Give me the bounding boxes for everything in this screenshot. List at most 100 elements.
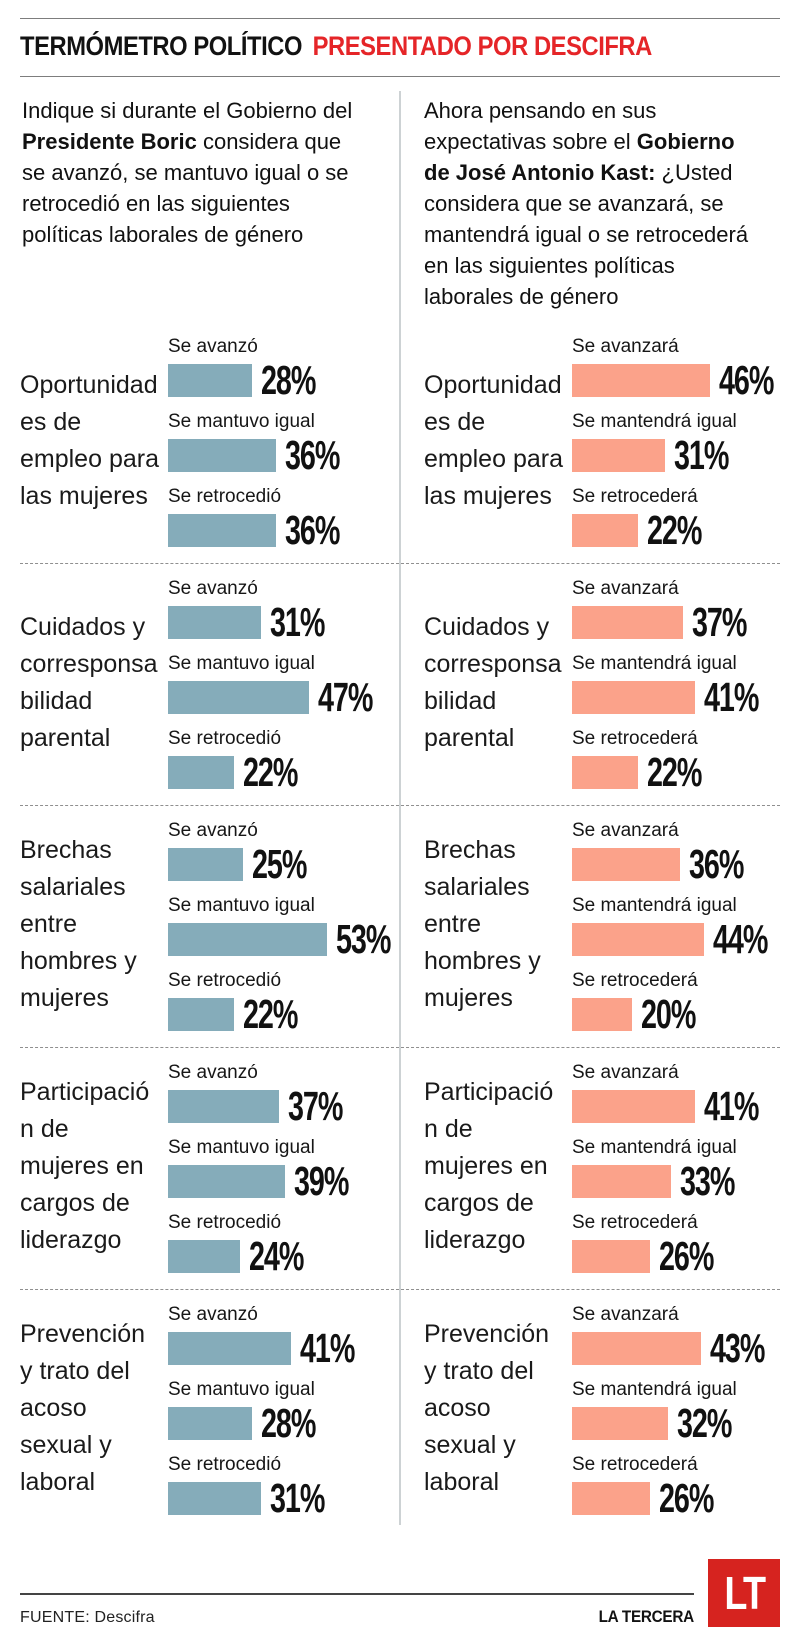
bar-label: Se retrocederá: [572, 970, 698, 991]
panel-boric: Brechas salariales entre hombres y mujer…: [20, 818, 400, 1037]
panel-kast: Oportunidades de empleo para las mujeres…: [400, 334, 780, 553]
bar-value: 31%: [270, 599, 325, 645]
bar-label: Se mantendrá igual: [572, 1137, 737, 1158]
la-tercera-logo-text: LT: [723, 1567, 766, 1619]
bar-value: 26%: [659, 1475, 714, 1521]
category-label: Brechas salariales entre hombres y mujer…: [424, 836, 541, 1012]
bar-list: Se avanzó 37% Se mantuvo igual 39% Se re…: [168, 1060, 400, 1279]
bar-value: 33%: [680, 1158, 735, 1204]
header-top-rule: [20, 18, 780, 19]
bar-value: 32%: [677, 1400, 732, 1446]
bar-group: Se avanzará 41%: [572, 1062, 782, 1129]
bar-group: Se avanzará 43%: [572, 1304, 788, 1371]
category-row-cuidados: Cuidados y corresponsabilidad parental S…: [20, 564, 780, 806]
bar-label: Se mantuvo igual: [168, 1137, 315, 1158]
bar-group: Se avanzó 41%: [168, 1304, 400, 1371]
question-text: ¿Usted considera que se avanzará, se man…: [424, 160, 749, 309]
bar-group: Se retrocederá 20%: [572, 970, 791, 1037]
bar-label: Se mantendrá igual: [572, 895, 737, 916]
bar-value: 22%: [243, 749, 298, 795]
bar-group: Se mantendrá igual 32%: [572, 1379, 788, 1446]
bar-label: Se avanzó: [168, 336, 258, 357]
la-tercera-logo: LT: [708, 1559, 780, 1627]
question-text: Indique si durante el Gobierno del: [22, 98, 353, 123]
bar-group: Se avanzó 28%: [168, 336, 400, 403]
question-intros: Indique si durante el Gobierno del Presi…: [20, 77, 780, 322]
bar-label: Se mantuvo igual: [168, 653, 315, 674]
bar-group: Se retrocederá 22%: [572, 486, 797, 553]
bar-value: 37%: [288, 1083, 343, 1129]
bar: [572, 1090, 695, 1123]
bar: [168, 1332, 291, 1365]
question-kast: Ahora pensando en sus expectativas sobre…: [400, 77, 780, 322]
bar-label: Se avanzó: [168, 820, 258, 841]
bar-group: Se avanzó 37%: [168, 1062, 400, 1129]
bar-list: Se avanzará 36% Se mantendrá igual 44% S…: [572, 818, 791, 1037]
category-label: Oportunidades de empleo para las mujeres: [20, 370, 159, 510]
header-bottom-rule: [20, 76, 780, 77]
bar: [572, 1165, 671, 1198]
bar-label: Se mantuvo igual: [168, 1379, 315, 1400]
bar: [572, 756, 638, 789]
bar: [572, 1482, 650, 1515]
footer: FUENTE: Descifra LA TERCERA LT: [20, 1559, 780, 1627]
bar-group: Se avanzará 37%: [572, 578, 782, 645]
bar-group: Se retrocedió 24%: [168, 1212, 400, 1279]
bar: [168, 514, 276, 547]
bar-label: Se retrocedió: [168, 970, 282, 991]
bar-label: Se retrocedió: [168, 1212, 282, 1233]
bar-value: 22%: [647, 507, 702, 553]
bar: [168, 681, 309, 714]
bar-group: Se mantendrá igual 44%: [572, 895, 791, 962]
bar: [168, 1482, 261, 1515]
bar-label: Se avanzará: [572, 820, 679, 841]
bar-label: Se avanzará: [572, 1062, 679, 1083]
bar: [168, 1240, 240, 1273]
category-row-prevencion: Prevención y trato del acoso sexual y la…: [20, 1290, 780, 1531]
category-label: Participación de mujeres en cargos de li…: [424, 1078, 554, 1254]
panel-kast: Brechas salariales entre hombres y mujer…: [400, 818, 780, 1037]
bar-label: Se retrocederá: [572, 1212, 698, 1233]
bar-group: Se retrocederá 26%: [572, 1212, 782, 1279]
bar-group: Se retrocederá 22%: [572, 728, 782, 795]
bar: [572, 606, 683, 639]
category-row-brechas: Brechas salariales entre hombres y mujer…: [20, 806, 780, 1048]
bar: [572, 1240, 650, 1273]
bar-value: 31%: [674, 432, 729, 478]
bar-value: 41%: [704, 674, 759, 720]
bar-value: 20%: [641, 991, 696, 1037]
source-credit: FUENTE: Descifra: [20, 1609, 155, 1626]
bar-group: Se mantuvo igual 39%: [168, 1137, 400, 1204]
bar-label: Se mantendrá igual: [572, 1379, 737, 1400]
bar-value: 46%: [719, 357, 774, 403]
bar: [168, 923, 327, 956]
bar-value: 31%: [270, 1475, 325, 1521]
bar-value: 26%: [659, 1233, 714, 1279]
category-row-oportunidades: Oportunidades de empleo para las mujeres…: [20, 322, 780, 564]
bar-value: 47%: [318, 674, 373, 720]
bar: [168, 364, 252, 397]
panel-boric: Prevención y trato del acoso sexual y la…: [20, 1302, 400, 1521]
bar-value: 36%: [689, 841, 744, 887]
bar-list: Se avanzará 37% Se mantendrá igual 41% S…: [572, 576, 782, 795]
bar-label: Se mantendrá igual: [572, 653, 737, 674]
bar: [572, 923, 704, 956]
category-label: Cuidados y corresponsabilidad parental: [424, 612, 562, 752]
bar-value: 28%: [261, 357, 316, 403]
bar: [572, 998, 632, 1031]
bar-value: 53%: [336, 916, 391, 962]
category-label: Brechas salariales entre hombres y mujer…: [20, 836, 137, 1012]
bar-label: Se mantuvo igual: [168, 411, 315, 432]
bar-label: Se avanzó: [168, 1304, 258, 1325]
bar: [572, 848, 680, 881]
bar-label: Se retrocederá: [572, 728, 698, 749]
brand-name: LA TERCERA: [598, 1607, 695, 1626]
masthead: TERMÓMETRO POLÍTICO PRESENTADO POR DESCIF…: [20, 19, 780, 76]
bar-group: Se retrocederá 26%: [572, 1454, 788, 1521]
bar-label: Se avanzó: [168, 1062, 258, 1083]
bar-label: Se avanzará: [572, 1304, 679, 1325]
bar-value: 43%: [710, 1325, 765, 1371]
bar-group: Se mantendrá igual 31%: [572, 411, 797, 478]
masthead-title: TERMÓMETRO POLÍTICO: [20, 31, 303, 61]
panel-boric: Participación de mujeres en cargos de li…: [20, 1060, 400, 1279]
